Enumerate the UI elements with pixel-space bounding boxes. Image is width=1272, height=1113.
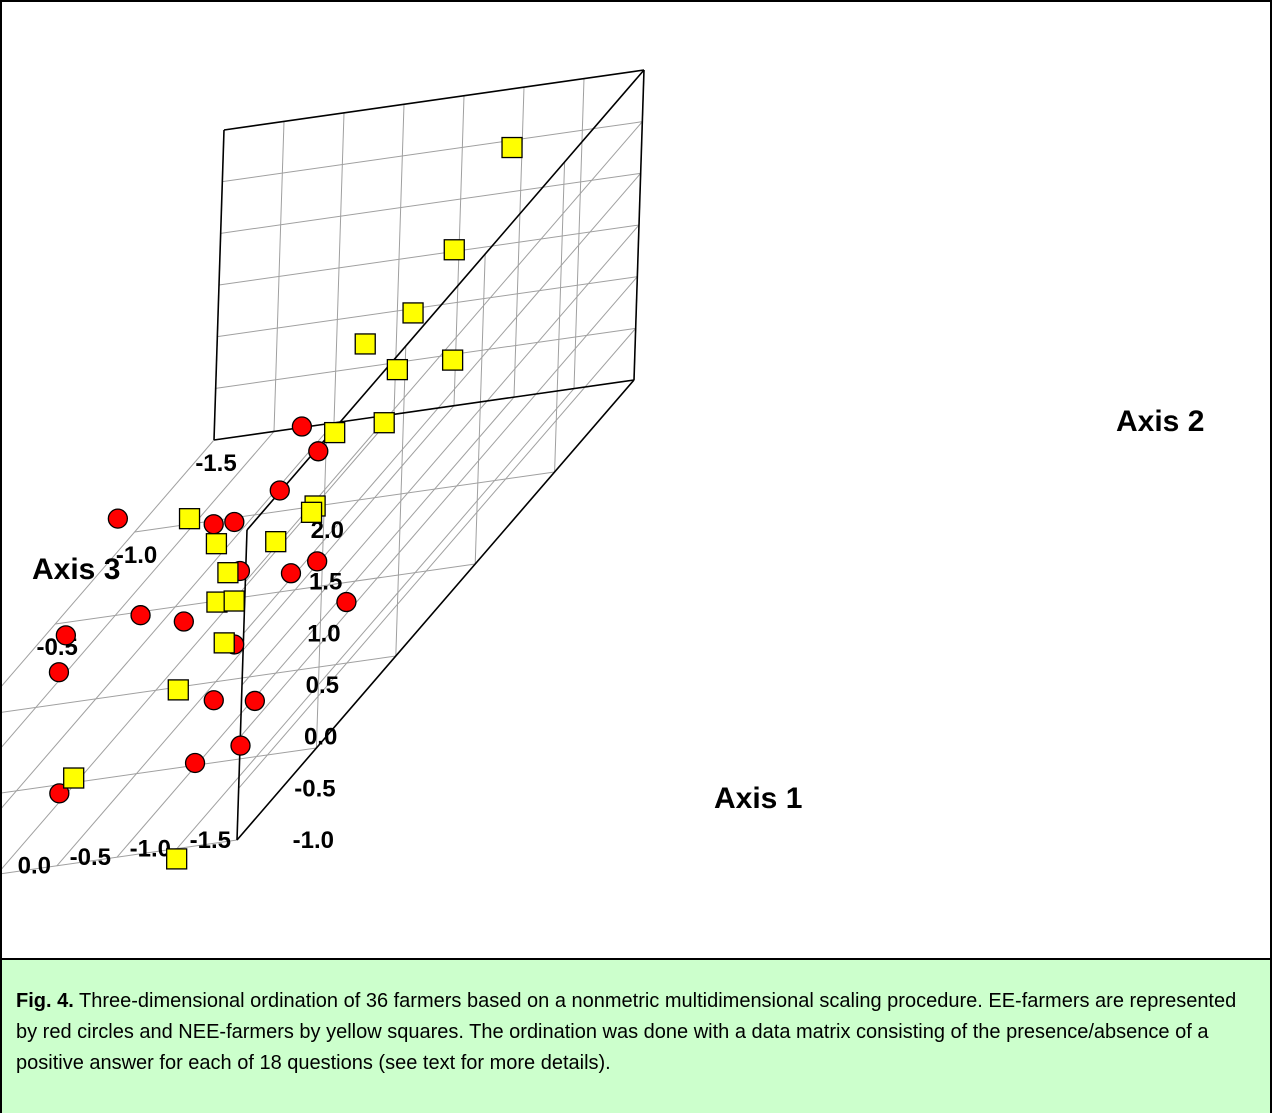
gridline-back-z [333, 112, 345, 423]
gridline-back-z [573, 78, 585, 389]
gridline-back-y [217, 276, 638, 338]
axis-title-axis3: Axis 3 [32, 553, 120, 586]
nee-farmer-point [167, 679, 189, 701]
tick-label-axis1: -1.5 [195, 450, 236, 477]
tick-label-axis3: -1.0 [130, 836, 171, 863]
gridline-side-y [239, 276, 638, 737]
ee-farmer-point [224, 511, 245, 533]
axis-title-axis2: Axis 2 [1116, 405, 1204, 438]
gridline-side-x [474, 253, 486, 565]
gridline-back-y [218, 224, 640, 286]
nee-farmer-point [300, 501, 323, 523]
nee-farmer-point [217, 562, 239, 584]
ordination-plot-3d: -1.0-0.50.00.51.01.52.0-1.5-1.0-0.50.00.… [2, 69, 1204, 880]
axis-edge [236, 379, 635, 841]
ee-farmer-point [230, 735, 251, 756]
gridline-back-y [220, 172, 641, 234]
figure-caption: Fig. 4. Three-dimensional ordination of … [2, 958, 1270, 1113]
data-points [48, 136, 523, 870]
ee-farmer-point [307, 551, 328, 572]
axis-edge [246, 69, 645, 531]
nee-farmer-point [402, 302, 424, 324]
gridline-floor-z [176, 388, 575, 849]
axis-edge [236, 529, 248, 841]
axis-edge [633, 69, 645, 381]
nee-farmer-point [443, 239, 465, 261]
nee-farmer-point [178, 508, 201, 530]
gridline-side-y [243, 173, 642, 634]
ee-farmer-point [291, 416, 313, 437]
gridline-floor-z [2, 422, 335, 809]
axis-edge [213, 129, 225, 441]
gridline-back-z [273, 121, 285, 432]
tick-label-axis2: 0.5 [306, 672, 339, 699]
ee-farmer-point [336, 591, 357, 613]
axis-edge [213, 379, 635, 441]
gridline-floor-z [2, 431, 275, 748]
gridline-floor-z [56, 405, 455, 867]
gridline-side-x [395, 345, 407, 657]
tick-label-axis2: 1.5 [309, 569, 342, 596]
axis-edge [223, 69, 645, 131]
axis-titles: Axis 2 Axis 1 Axis 3 [32, 405, 1204, 815]
nee-farmer-point [373, 412, 395, 434]
gridline-floor-z [116, 396, 515, 858]
nee-farmer-point [324, 421, 346, 444]
ee-farmer-point [203, 514, 224, 535]
caption-label: Fig. 4. [16, 990, 74, 1012]
tick-label-axis3: -1.5 [190, 827, 231, 854]
ee-farmer-point [280, 563, 302, 584]
tick-label-axis2: -0.5 [294, 775, 335, 802]
tick-label-axis2: -1.0 [293, 827, 334, 854]
gridline-side-y [238, 328, 637, 789]
nee-farmer-point [354, 333, 376, 355]
ee-farmer-point [184, 752, 206, 774]
axis-title-axis1: Axis 1 [714, 782, 802, 815]
ee-farmer-point [55, 625, 77, 646]
gridline-side-y [241, 224, 640, 686]
gridline-floor-x [2, 747, 317, 794]
nee-farmer-point [213, 632, 235, 654]
nee-farmer-point [223, 590, 245, 612]
ee-farmer-point [130, 605, 151, 626]
tick-label-axis3: 0.0 [18, 853, 51, 880]
nee-farmer-point [63, 767, 85, 789]
nee-farmer-point [265, 531, 287, 553]
gridline-floor-z [2, 439, 215, 687]
nee-farmer-point [441, 349, 464, 371]
ee-farmer-point [48, 662, 70, 683]
nee-farmer-point [501, 136, 523, 159]
ee-farmer-point [308, 441, 329, 462]
gridline-back-y [215, 327, 636, 389]
gridline-floor-x [55, 563, 476, 625]
nee-farmer-point [166, 848, 188, 870]
gridline-back-y [222, 121, 643, 183]
ee-farmer-point [244, 690, 266, 712]
ee-farmer-point [107, 508, 129, 529]
tick-label-axis3: -0.5 [70, 844, 111, 871]
nee-farmer-point [386, 358, 409, 381]
ee-farmer-point [173, 611, 194, 632]
caption-text: Three-dimensional ordination of 36 farme… [16, 990, 1237, 1074]
tick-label-axis1: -1.0 [116, 542, 157, 569]
tick-label-axis2: 0.0 [304, 724, 337, 751]
gridline-side-x [554, 161, 566, 473]
ee-farmer-point [269, 480, 290, 501]
ee-farmer-point [203, 690, 224, 711]
nee-farmer-point [205, 533, 228, 555]
gridline-side-x [315, 437, 327, 749]
tick-label-axis2: 1.0 [307, 620, 340, 647]
